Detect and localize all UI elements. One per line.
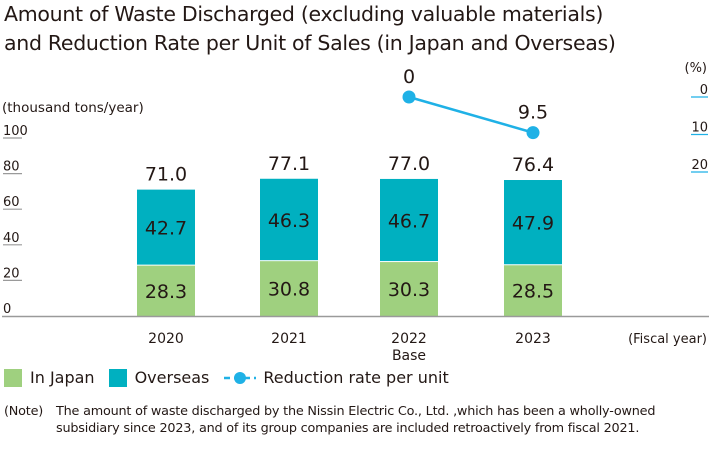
legend-swatch-japan (4, 368, 22, 387)
bar-label-japan: 30.8 (268, 279, 310, 301)
y2-tick-label: 20 (691, 158, 708, 173)
footnote-label: (Note) (4, 404, 44, 419)
x-tick-sublabel: Base (392, 348, 426, 364)
reduction-rate-label: 9.5 (518, 102, 548, 124)
y-tick-label: 60 (3, 195, 20, 210)
chart-title-line-1: Amount of Waste Discharged (excluding va… (4, 2, 604, 26)
bar-label-overseas: 42.7 (145, 218, 187, 240)
bar-overseas (504, 180, 562, 265)
footnote: (Note) The amount of waste discharged by… (4, 403, 676, 437)
bar-label-overseas: 46.7 (388, 211, 430, 233)
legend-label-overseas: Overseas (134, 368, 210, 387)
x-tick-label: 2021 (271, 331, 307, 347)
footnote-text: The amount of waste discharged by the Ni… (56, 404, 656, 436)
legend-label-reduction-rate: Reduction rate per unit (263, 368, 449, 387)
y2-tick-label: 0 (700, 83, 708, 98)
bar-japan (504, 265, 562, 316)
chart-title: Amount of Waste Discharged (excluding va… (4, 0, 616, 58)
bar-label-overseas: 46.3 (268, 210, 310, 232)
bar-overseas (380, 178, 438, 262)
y-tick-label: 20 (3, 266, 20, 281)
legend-item-japan: In Japan (4, 368, 95, 387)
bar-label-japan: 28.3 (145, 281, 187, 303)
x-axis-label: (Fiscal year) (628, 332, 707, 347)
legend-item-reduction-rate: Reduction rate per unit (223, 368, 449, 387)
y-tick-label: 40 (3, 231, 20, 246)
bar-total-label: 77.1 (268, 153, 310, 175)
x-tick-label: 2020 (148, 331, 184, 347)
y-tick-label: 100 (3, 124, 28, 139)
bar-overseas (137, 189, 195, 265)
bar-japan (137, 265, 195, 316)
legend-item-overseas: Overseas (108, 368, 210, 387)
chart-canvas: (thousand tons/year) (%) (Fiscal year) 0… (2, 61, 709, 364)
bar-total-label: 76.4 (512, 154, 554, 176)
legend: In Japan Overseas Reduction rate per uni… (4, 368, 463, 387)
bar-label-japan: 30.3 (388, 279, 430, 301)
y2-axis-label: (%) (685, 61, 708, 76)
reduction-rate-point (526, 126, 540, 140)
y-tick-label: 0 (3, 302, 11, 317)
x-tick-label: 2022 (391, 331, 427, 347)
reduction-rate-point (402, 90, 416, 104)
legend-label-japan: In Japan (30, 368, 95, 387)
bar-total-label: 77.0 (388, 153, 430, 175)
bar-overseas (260, 178, 318, 261)
bar-japan (260, 261, 318, 316)
bar-label-japan: 28.5 (512, 281, 554, 303)
y-tick-label: 80 (3, 160, 20, 175)
line-marker-icon (224, 371, 257, 384)
reduction-rate-label: 0 (403, 66, 415, 88)
reduction-rate-line (408, 95, 534, 134)
bar-label-overseas: 47.9 (512, 213, 554, 235)
legend-swatch-overseas (108, 368, 127, 387)
chart-title-line-2: and Reduction Rate per Unit of Sales (in… (4, 31, 616, 55)
bar-japan (380, 262, 438, 316)
bar-total-label: 71.0 (145, 164, 187, 186)
x-tick-label: 2023 (515, 331, 551, 347)
y-axis-label: (thousand tons/year) (2, 100, 144, 116)
y2-tick-label: 10 (691, 121, 708, 136)
